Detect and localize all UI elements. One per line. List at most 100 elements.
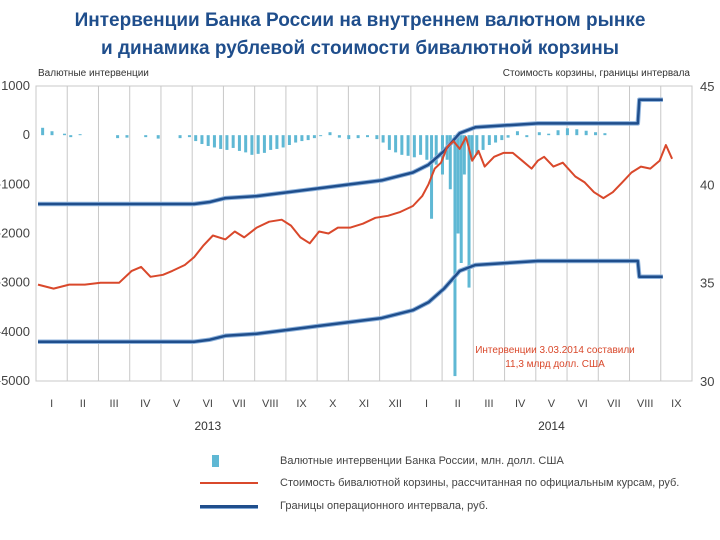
intervention-bar	[481, 135, 485, 150]
intervention-bar	[515, 131, 519, 136]
intervention-bar	[225, 135, 229, 150]
x-tick-label: IV	[140, 398, 151, 410]
intervention-bar	[294, 135, 298, 143]
x-tick-label: III	[484, 398, 493, 410]
x-tick-label: II	[80, 398, 86, 410]
legend-label-band: Границы операционного интервала, руб.	[280, 500, 489, 512]
annotation-line1: Интервенции 3.03.2014 составили	[475, 345, 635, 356]
x-tick-label: VII	[607, 398, 620, 410]
intervention-bar	[206, 135, 210, 146]
intervention-bar	[525, 135, 529, 138]
left-axis-caption: Валютные интервенции	[38, 68, 149, 79]
intervention-bar	[187, 135, 191, 138]
left-tick-label: 1000	[1, 78, 30, 93]
x-tick-label: I	[425, 398, 428, 410]
year-label: 2014	[538, 419, 565, 433]
intervention-bar	[194, 135, 198, 142]
legend-item-band: Границы операционного интервала, руб.	[200, 497, 488, 515]
intervention-bar	[381, 135, 385, 143]
right-tick-label: 30	[700, 374, 714, 389]
intervention-bar	[200, 135, 204, 145]
intervention-bar	[244, 135, 248, 153]
left-tick-label: -4000	[0, 324, 30, 339]
grid	[35, 85, 693, 382]
right-tick-label: 40	[700, 177, 714, 192]
lower-band-line	[38, 259, 663, 343]
intervention-bar	[537, 132, 541, 136]
intervention-bar	[406, 135, 410, 156]
chart-title-line2: и динамика рублевой стоимости бивалютной…	[101, 38, 619, 59]
intervention-bar	[603, 133, 607, 136]
year-label: 2013	[194, 419, 221, 433]
x-tick-label: X	[329, 398, 337, 410]
intervention-bar	[400, 135, 404, 155]
right-tick-label: 35	[700, 276, 714, 291]
intervention-bar	[125, 135, 129, 138]
x-tick-label: VII	[232, 398, 245, 410]
x-tick-label: II	[455, 398, 461, 410]
legend-item-interventions: Валютные интервенции Банка России, млн. …	[200, 452, 564, 470]
x-tick-label: VIII	[637, 398, 654, 410]
intervention-bar	[453, 135, 457, 377]
legend-item-basket: Стоимость бивалютной корзины, рассчитанн…	[200, 474, 679, 492]
intervention-bar	[470, 135, 474, 160]
intervention-bar	[565, 128, 569, 136]
intervention-bar	[312, 135, 316, 139]
x-tick-label: VI	[203, 398, 213, 410]
intervention-bar	[434, 135, 438, 165]
intervention-bar	[50, 131, 54, 136]
left-tick-label: -5000	[0, 373, 30, 388]
intervention-bar	[387, 135, 391, 150]
x-tick-label: III	[110, 398, 119, 410]
intervention-bar	[375, 135, 379, 140]
plot-frame	[35, 85, 693, 382]
intervention-bar	[475, 135, 479, 155]
intervention-bar	[347, 135, 351, 140]
intervention-bar	[419, 135, 423, 155]
series-lines	[37, 97, 674, 344]
intervention-bar	[78, 134, 82, 136]
intervention-bar	[459, 135, 463, 263]
legend-line-swatch	[200, 482, 258, 484]
x-tick-label: VIII	[262, 398, 279, 410]
intervention-bar	[287, 135, 291, 145]
intervention-bar	[556, 130, 560, 136]
intervention-bar	[412, 135, 416, 158]
intervention-bar	[116, 135, 120, 139]
right-axis-caption: Стоимость корзины, границы интервала	[502, 68, 690, 79]
legend-bar-swatch	[212, 455, 219, 467]
annotation-line2: 11,3 млрд долл. США	[505, 359, 605, 370]
x-tick-label: XI	[359, 398, 369, 410]
intervention-bar	[269, 135, 273, 150]
left-tick-label: -2000	[0, 226, 30, 241]
intervention-bar	[394, 135, 398, 153]
intervention-bar	[281, 135, 285, 148]
intervention-bar	[448, 135, 452, 190]
intervention-bar	[356, 135, 360, 139]
intervention-bar	[487, 135, 491, 145]
right-tick-label: 45	[700, 79, 714, 94]
intervention-bar	[144, 135, 148, 138]
intervention-bar	[300, 135, 304, 142]
intervention-bar	[69, 135, 73, 138]
intervention-bar	[456, 135, 460, 234]
chart-title-line1: Интервенции Банка России на внутреннем в…	[74, 10, 646, 31]
legend-label-basket: Стоимость бивалютной корзины, рассчитанн…	[280, 477, 680, 489]
intervention-bar	[594, 132, 598, 136]
intervention-bar	[366, 135, 369, 138]
intervention-bar	[547, 133, 551, 136]
intervention-bar	[237, 135, 241, 151]
x-tick-label: V	[173, 398, 181, 410]
intervention-bar	[328, 132, 332, 136]
intervention-bar	[156, 135, 160, 139]
intervention-bar	[262, 135, 266, 153]
left-tick-label: 0	[23, 127, 30, 142]
left-tick-label: -1000	[0, 176, 30, 191]
intervention-bar	[506, 135, 510, 138]
intervention-bar	[250, 135, 254, 155]
left-tick-label: -3000	[0, 275, 30, 290]
x-tick-label: IX	[296, 398, 307, 410]
intervention-bar	[231, 135, 235, 148]
